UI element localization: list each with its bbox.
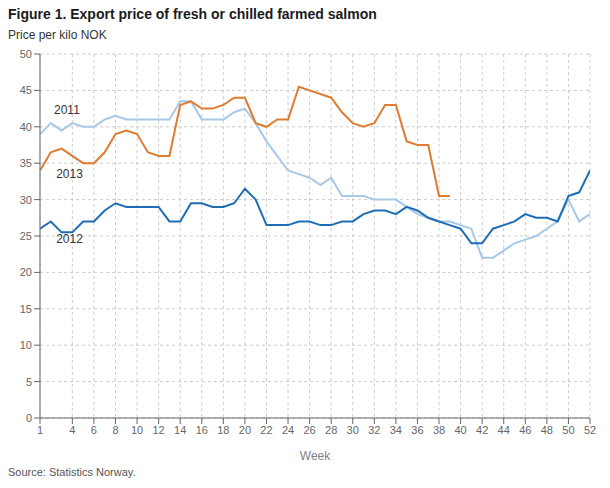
svg-text:5: 5 <box>26 376 32 388</box>
svg-text:6: 6 <box>91 424 97 436</box>
svg-text:8: 8 <box>112 424 118 436</box>
svg-text:25: 25 <box>20 230 32 242</box>
svg-text:40: 40 <box>20 121 32 133</box>
svg-text:45: 45 <box>20 84 32 96</box>
svg-text:28: 28 <box>325 424 337 436</box>
svg-text:44: 44 <box>498 424 510 436</box>
svg-text:30: 30 <box>20 194 32 206</box>
svg-text:20: 20 <box>239 424 251 436</box>
svg-text:24: 24 <box>282 424 294 436</box>
svg-text:2011: 2011 <box>54 103 80 117</box>
svg-text:Week: Week <box>300 449 331 463</box>
svg-text:50: 50 <box>20 48 32 60</box>
svg-text:26: 26 <box>303 424 315 436</box>
svg-text:18: 18 <box>217 424 229 436</box>
svg-text:30: 30 <box>347 424 359 436</box>
svg-text:16: 16 <box>196 424 208 436</box>
svg-text:38: 38 <box>433 424 445 436</box>
svg-text:35: 35 <box>20 157 32 169</box>
svg-text:12: 12 <box>153 424 165 436</box>
svg-text:10: 10 <box>131 424 143 436</box>
svg-text:22: 22 <box>260 424 272 436</box>
svg-text:34: 34 <box>390 424 402 436</box>
svg-text:14: 14 <box>174 424 186 436</box>
svg-text:50: 50 <box>562 424 574 436</box>
svg-text:36: 36 <box>411 424 423 436</box>
svg-text:0: 0 <box>26 412 32 424</box>
svg-text:4: 4 <box>69 424 75 436</box>
svg-text:1: 1 <box>37 424 43 436</box>
svg-text:15: 15 <box>20 303 32 315</box>
svg-text:48: 48 <box>541 424 553 436</box>
svg-text:10: 10 <box>20 339 32 351</box>
svg-text:20: 20 <box>20 266 32 278</box>
html-text:Source: Statistics Norway.: Source: Statistics Norway. <box>8 466 136 478</box>
svg-text:46: 46 <box>519 424 531 436</box>
svg-text:2013: 2013 <box>56 167 83 181</box>
svg-text:2012: 2012 <box>56 232 83 246</box>
html-text:Figure 1. Export price of fres: Figure 1. Export price of fresh or chill… <box>8 6 377 22</box>
html-text:Price per kilo NOK: Price per kilo NOK <box>8 28 107 42</box>
svg-text:52: 52 <box>584 424 596 436</box>
svg-text:42: 42 <box>476 424 488 436</box>
svg-text:40: 40 <box>454 424 466 436</box>
svg-text:32: 32 <box>368 424 380 436</box>
